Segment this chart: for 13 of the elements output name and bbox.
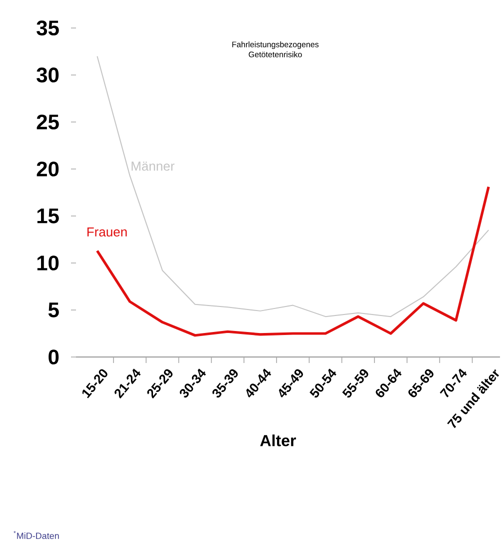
y-tick-label: 35 (36, 20, 59, 36)
y-tick-label: 0 (48, 350, 59, 364)
y-tick-label: 15 (37, 208, 59, 224)
y-tick-label: 5 (48, 302, 59, 318)
x-axis-title: Alter (260, 434, 296, 446)
y-tick-label: 25 (36, 114, 59, 130)
series-label: Männer (132, 162, 174, 171)
y-tick-label: 30 (36, 68, 59, 82)
series-label: Frauen (87, 227, 127, 237)
y-tick-label: 20 (36, 162, 59, 176)
y-tick-label: 10 (37, 256, 59, 270)
text: Fahrleistungsbezogenes Getötetenrisiko (232, 41, 319, 58)
text: $^{*}$MiD-Daten (14, 530, 59, 540)
